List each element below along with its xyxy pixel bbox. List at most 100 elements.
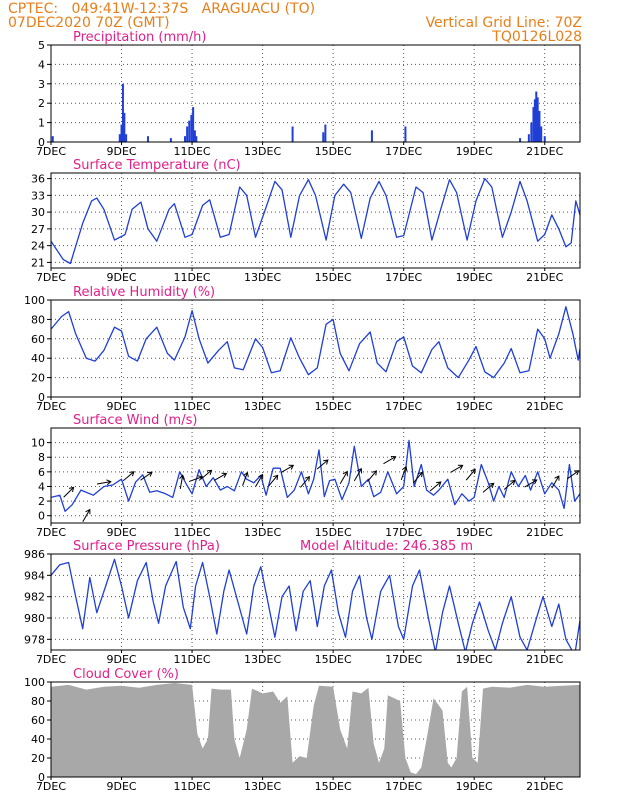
wind-arrow [96, 479, 112, 486]
wind-arrow-shaft [465, 469, 476, 481]
wind-arrow-head [417, 471, 423, 478]
wind-arrow-shaft [140, 471, 153, 481]
panel-title: Surface Wind (m/s) [73, 413, 197, 428]
wind-arrow [412, 471, 423, 484]
x-tick-label: 9DEC [106, 271, 136, 284]
panel-title: Surface Temperature (nC) [73, 158, 241, 173]
panel-cloud: 0 20 40 60 80 100 7DEC 9DEC 11DEC 13DEC 15DEC 17DEC… [24, 667, 581, 793]
wind-arrow-head [273, 474, 279, 480]
x-tick-label: 9DEC [106, 780, 136, 793]
x-tick-label: 7DEC [36, 780, 66, 793]
wind-arrow-head [457, 464, 464, 470]
y-tick-label: 24 [31, 240, 45, 253]
precip-bar [190, 114, 193, 142]
x-tick-label: 21DEC [526, 271, 563, 284]
wind-arrow-shaft [188, 476, 203, 483]
x-tick-label: 17DEC [385, 780, 422, 793]
run-date: 07DEC2020 70Z (GMT) [8, 15, 170, 31]
wind-arrow [140, 471, 153, 481]
x-tick-label: 15DEC [315, 653, 352, 666]
x-tick-label: 11DEC [174, 526, 211, 539]
wind-arrow-head [371, 470, 377, 476]
panel-frame [50, 553, 581, 651]
y-tick-label: 2 [38, 495, 45, 508]
wind-arrow-shaft [316, 459, 329, 470]
wind-arrow-head [147, 471, 153, 477]
wind-arrow-head [129, 471, 135, 477]
wind-arrow [122, 471, 135, 482]
precip-bar [184, 136, 187, 142]
series-pressure [51, 558, 580, 650]
y-tick-label: 0 [38, 771, 45, 784]
y-tick-label: 10 [31, 437, 45, 450]
precip-bar [324, 124, 327, 142]
wind-arrow-head [573, 470, 580, 476]
wind-arrow-shaft [353, 468, 362, 482]
x-tick-label: 21DEC [526, 526, 563, 539]
y-tick-label: 20 [31, 752, 45, 765]
y-tick-label: 100 [24, 294, 45, 307]
wind-arrow [353, 467, 362, 482]
wind-arrow-shaft [213, 473, 227, 481]
x-tick-label: 9DEC [106, 145, 136, 158]
x-tick-label: 21DEC [526, 653, 563, 666]
wind-arrow-shaft [96, 481, 111, 485]
wind-arrow [316, 459, 329, 470]
x-tick-label: 15DEC [315, 400, 352, 413]
precip-bar [169, 138, 172, 142]
wind-arrow-head [221, 472, 228, 478]
wind-arrow-shaft [429, 481, 442, 492]
x-tick-label: 13DEC [244, 271, 281, 284]
precip-bar [195, 136, 198, 142]
y-tick-label: 36 [31, 173, 45, 186]
wind-arrow [255, 473, 264, 487]
wind-arrow-shaft [82, 509, 91, 523]
panel-frame [50, 427, 581, 524]
wind-arrow [367, 470, 377, 482]
wind-arrow-head [356, 467, 362, 474]
model-altitude: Model Altitude: 246.385 m [300, 539, 473, 554]
x-tick-label: 11DEC [174, 400, 211, 413]
x-tick-label: 21DEC [526, 780, 563, 793]
x-tick-label: 11DEC [174, 271, 211, 284]
wind-arrow-shaft [300, 476, 310, 488]
precip-bar [540, 126, 543, 142]
wind-arrow [566, 470, 580, 480]
precip-bar [186, 126, 189, 142]
precip-bar [188, 120, 191, 142]
x-tick-label: 9DEC [106, 400, 136, 413]
wind-arrow [280, 464, 295, 473]
wind-arrow-shaft [367, 470, 377, 482]
wind-arrow-shaft [412, 472, 423, 484]
x-tick-label: 17DEC [385, 653, 422, 666]
precip-bar [519, 138, 522, 142]
x-tick-label: 11DEC [174, 653, 211, 666]
panel-frame [50, 681, 581, 778]
x-tick-label: 9DEC [106, 653, 136, 666]
model-id: TQ0126L028 [492, 29, 582, 45]
series-line [51, 177, 580, 265]
x-tick-label: 17DEC [385, 526, 422, 539]
wind-arrow-head [401, 465, 408, 472]
panel-frame [50, 299, 581, 398]
precip-bar [125, 134, 128, 142]
wind-arrow-head [390, 456, 397, 462]
x-tick-label: 19DEC [456, 271, 493, 284]
precip-bar [118, 134, 121, 142]
precip-bar [193, 130, 196, 142]
precip-bar [123, 112, 126, 142]
series-line [51, 558, 580, 650]
wind-arrow [524, 479, 538, 488]
x-tick-label: 7DEC [36, 653, 66, 666]
x-tick-label: 13DEC [244, 780, 281, 793]
panel-title: Surface Pressure (hPa) [73, 539, 220, 554]
x-tick-label: 13DEC [244, 400, 281, 413]
y-tick-label: 0 [38, 136, 45, 149]
precip-bar [370, 130, 373, 142]
precip-bar [530, 122, 533, 142]
y-tick-label: 20 [31, 372, 45, 385]
wind-arrow-shaft [503, 480, 516, 490]
precip-bar [543, 136, 546, 142]
x-tick-label: 7DEC [36, 271, 66, 284]
precip-bar [121, 83, 124, 142]
